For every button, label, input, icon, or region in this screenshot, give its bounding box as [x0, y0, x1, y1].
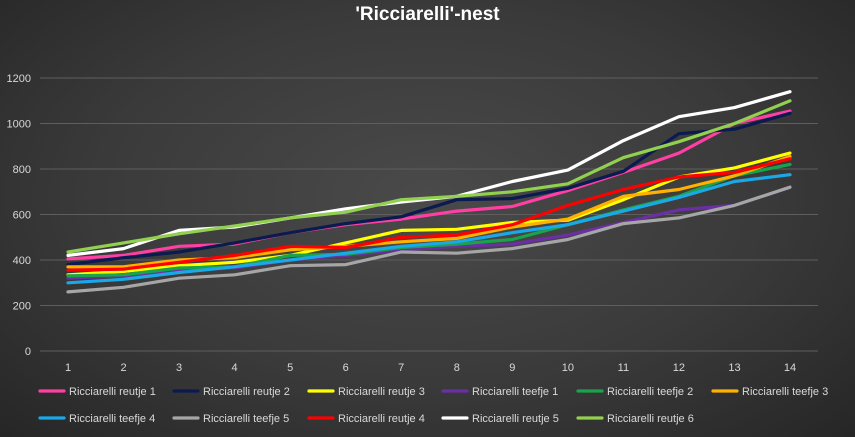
- x-tick-label: 5: [287, 362, 293, 374]
- series-line: [66, 109, 792, 261]
- y-tick-label: 1200: [7, 73, 31, 85]
- legend-label: Ricciarelli reutje 5: [472, 413, 559, 425]
- series-line: [66, 157, 792, 272]
- x-tick-label: 11: [618, 362, 629, 374]
- legend-label: Ricciarelli teefje 1: [472, 386, 558, 398]
- x-tick-label: 10: [562, 362, 574, 374]
- series-line: [66, 154, 792, 269]
- y-tick-label: 400: [13, 255, 31, 267]
- legend-label: Ricciarelli reutje 3: [338, 386, 425, 398]
- series-line: [66, 173, 792, 285]
- x-tick-label: 3: [176, 362, 182, 374]
- legend-label: Ricciarelli reutje 6: [607, 413, 694, 425]
- series-line: [66, 185, 792, 294]
- x-tick-label: 13: [728, 362, 740, 374]
- legend-label: Ricciarelli teefje 3: [742, 386, 828, 398]
- chart-title: 'Ricciarelli'-nest: [355, 4, 500, 25]
- series-line: [66, 151, 792, 277]
- y-tick-label: 200: [13, 301, 31, 313]
- x-tick-label: 4: [232, 362, 238, 374]
- x-tick-label: 1: [65, 362, 71, 374]
- x-tick-label: 2: [120, 362, 126, 374]
- series-line: [66, 185, 792, 280]
- x-tick-label: 7: [398, 362, 404, 374]
- y-tick-label: 800: [13, 164, 31, 176]
- x-tick-label: 8: [454, 362, 460, 374]
- x-tick-label: 14: [784, 362, 796, 374]
- series-line: [66, 99, 792, 254]
- x-tick-label: 6: [343, 362, 349, 374]
- y-tick-label: 600: [13, 210, 31, 222]
- x-tick-label: 9: [509, 362, 515, 374]
- legend-label: Ricciarelli teefje 4: [69, 413, 155, 425]
- y-tick-label: 0: [25, 346, 31, 358]
- y-tick-label: 1000: [7, 119, 31, 131]
- series-line: [66, 111, 792, 267]
- legend-label: Ricciarelli reutje 4: [338, 413, 425, 425]
- legend-label: Ricciarelli teefje 5: [203, 413, 289, 425]
- legend-label: Ricciarelli reutje 1: [69, 386, 156, 398]
- x-tick-label: 12: [673, 362, 685, 374]
- legend-label: Ricciarelli reutje 2: [203, 386, 290, 398]
- legend-label: Ricciarelli teefje 2: [607, 386, 693, 398]
